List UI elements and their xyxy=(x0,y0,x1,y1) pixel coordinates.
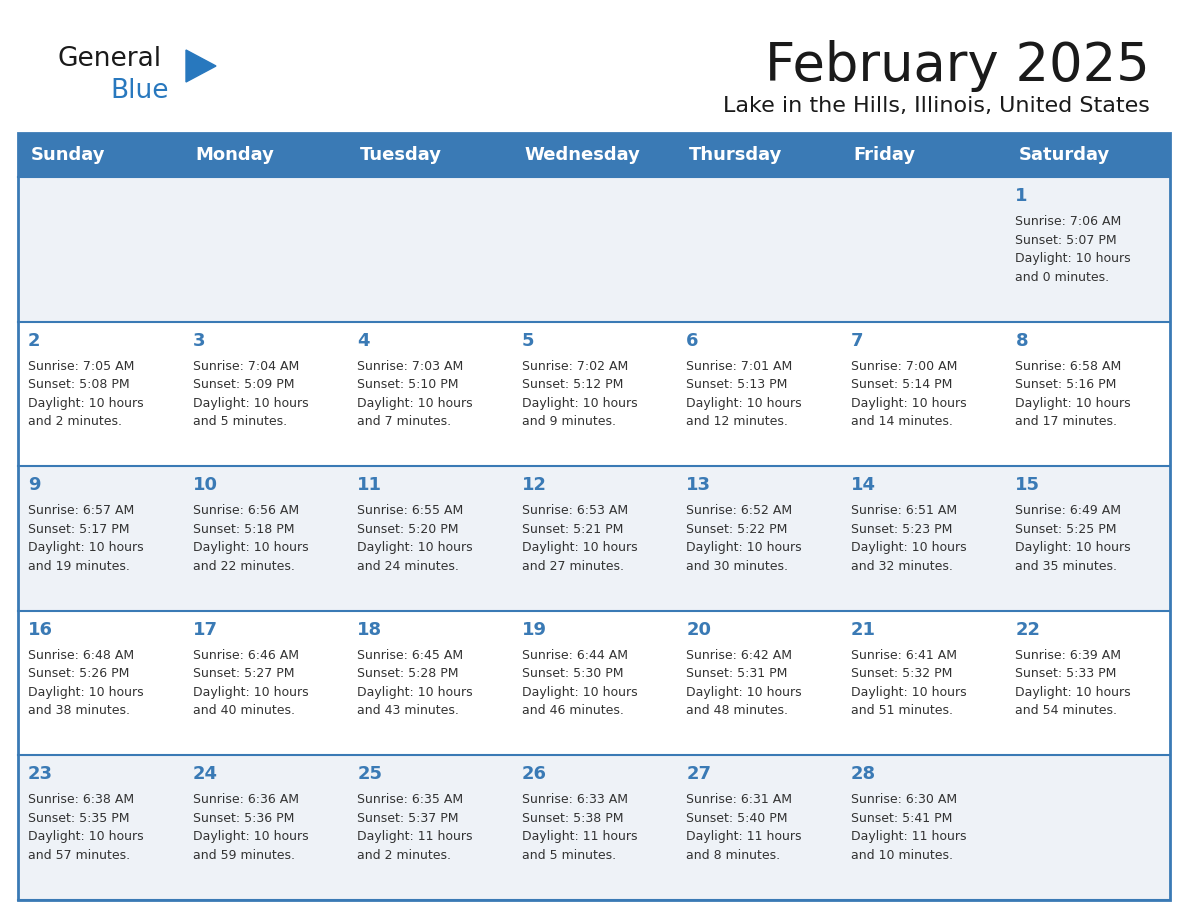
Polygon shape xyxy=(187,50,216,82)
Text: 2: 2 xyxy=(29,331,40,350)
Text: Sunrise: 6:38 AM
Sunset: 5:35 PM
Daylight: 10 hours
and 57 minutes.: Sunrise: 6:38 AM Sunset: 5:35 PM Dayligh… xyxy=(29,793,144,862)
Text: 18: 18 xyxy=(358,621,383,639)
Text: Lake in the Hills, Illinois, United States: Lake in the Hills, Illinois, United Stat… xyxy=(723,96,1150,116)
Bar xyxy=(18,756,1170,900)
Text: Sunrise: 6:44 AM
Sunset: 5:30 PM
Daylight: 10 hours
and 46 minutes.: Sunrise: 6:44 AM Sunset: 5:30 PM Dayligh… xyxy=(522,649,637,717)
Text: Sunrise: 6:46 AM
Sunset: 5:27 PM
Daylight: 10 hours
and 40 minutes.: Sunrise: 6:46 AM Sunset: 5:27 PM Dayligh… xyxy=(192,649,308,717)
Text: Sunrise: 6:56 AM
Sunset: 5:18 PM
Daylight: 10 hours
and 22 minutes.: Sunrise: 6:56 AM Sunset: 5:18 PM Dayligh… xyxy=(192,504,308,573)
Text: Sunrise: 6:53 AM
Sunset: 5:21 PM
Daylight: 10 hours
and 27 minutes.: Sunrise: 6:53 AM Sunset: 5:21 PM Dayligh… xyxy=(522,504,637,573)
Text: 13: 13 xyxy=(687,476,712,494)
Text: Sunrise: 6:33 AM
Sunset: 5:38 PM
Daylight: 11 hours
and 5 minutes.: Sunrise: 6:33 AM Sunset: 5:38 PM Dayligh… xyxy=(522,793,637,862)
Text: 23: 23 xyxy=(29,766,53,783)
Text: Sunrise: 7:01 AM
Sunset: 5:13 PM
Daylight: 10 hours
and 12 minutes.: Sunrise: 7:01 AM Sunset: 5:13 PM Dayligh… xyxy=(687,360,802,428)
Text: 27: 27 xyxy=(687,766,712,783)
Bar xyxy=(18,133,1170,900)
Text: Sunrise: 7:02 AM
Sunset: 5:12 PM
Daylight: 10 hours
and 9 minutes.: Sunrise: 7:02 AM Sunset: 5:12 PM Dayligh… xyxy=(522,360,637,428)
Text: Sunrise: 6:31 AM
Sunset: 5:40 PM
Daylight: 11 hours
and 8 minutes.: Sunrise: 6:31 AM Sunset: 5:40 PM Dayligh… xyxy=(687,793,802,862)
Text: 9: 9 xyxy=(29,476,40,494)
Text: 22: 22 xyxy=(1016,621,1041,639)
Text: General: General xyxy=(58,46,162,72)
Text: 1: 1 xyxy=(1016,187,1028,205)
Text: Wednesday: Wednesday xyxy=(525,146,640,164)
Text: Sunrise: 6:35 AM
Sunset: 5:37 PM
Daylight: 11 hours
and 2 minutes.: Sunrise: 6:35 AM Sunset: 5:37 PM Dayligh… xyxy=(358,793,473,862)
Text: Monday: Monday xyxy=(196,146,274,164)
Text: Thursday: Thursday xyxy=(689,146,783,164)
Text: Sunday: Sunday xyxy=(31,146,106,164)
Text: Sunrise: 6:30 AM
Sunset: 5:41 PM
Daylight: 11 hours
and 10 minutes.: Sunrise: 6:30 AM Sunset: 5:41 PM Dayligh… xyxy=(851,793,966,862)
Text: Sunrise: 6:58 AM
Sunset: 5:16 PM
Daylight: 10 hours
and 17 minutes.: Sunrise: 6:58 AM Sunset: 5:16 PM Dayligh… xyxy=(1016,360,1131,428)
Text: 28: 28 xyxy=(851,766,876,783)
Text: 20: 20 xyxy=(687,621,712,639)
Text: Sunrise: 6:39 AM
Sunset: 5:33 PM
Daylight: 10 hours
and 54 minutes.: Sunrise: 6:39 AM Sunset: 5:33 PM Dayligh… xyxy=(1016,649,1131,717)
Text: Sunrise: 6:48 AM
Sunset: 5:26 PM
Daylight: 10 hours
and 38 minutes.: Sunrise: 6:48 AM Sunset: 5:26 PM Dayligh… xyxy=(29,649,144,717)
Text: Sunrise: 6:45 AM
Sunset: 5:28 PM
Daylight: 10 hours
and 43 minutes.: Sunrise: 6:45 AM Sunset: 5:28 PM Dayligh… xyxy=(358,649,473,717)
Bar xyxy=(18,133,1170,177)
Text: 6: 6 xyxy=(687,331,699,350)
Text: 26: 26 xyxy=(522,766,546,783)
Text: Sunrise: 7:04 AM
Sunset: 5:09 PM
Daylight: 10 hours
and 5 minutes.: Sunrise: 7:04 AM Sunset: 5:09 PM Dayligh… xyxy=(192,360,308,428)
Text: Blue: Blue xyxy=(110,78,169,104)
Text: 17: 17 xyxy=(192,621,217,639)
Text: 4: 4 xyxy=(358,331,369,350)
Text: 19: 19 xyxy=(522,621,546,639)
Text: Sunrise: 6:57 AM
Sunset: 5:17 PM
Daylight: 10 hours
and 19 minutes.: Sunrise: 6:57 AM Sunset: 5:17 PM Dayligh… xyxy=(29,504,144,573)
Text: Sunrise: 6:49 AM
Sunset: 5:25 PM
Daylight: 10 hours
and 35 minutes.: Sunrise: 6:49 AM Sunset: 5:25 PM Dayligh… xyxy=(1016,504,1131,573)
Text: Tuesday: Tuesday xyxy=(360,146,442,164)
Text: Sunrise: 7:03 AM
Sunset: 5:10 PM
Daylight: 10 hours
and 7 minutes.: Sunrise: 7:03 AM Sunset: 5:10 PM Dayligh… xyxy=(358,360,473,428)
Text: 21: 21 xyxy=(851,621,876,639)
Text: 11: 11 xyxy=(358,476,383,494)
Text: 8: 8 xyxy=(1016,331,1028,350)
Text: February 2025: February 2025 xyxy=(765,40,1150,92)
Text: 25: 25 xyxy=(358,766,383,783)
Bar xyxy=(18,466,1170,610)
Text: Sunrise: 7:05 AM
Sunset: 5:08 PM
Daylight: 10 hours
and 2 minutes.: Sunrise: 7:05 AM Sunset: 5:08 PM Dayligh… xyxy=(29,360,144,428)
Text: Sunrise: 6:41 AM
Sunset: 5:32 PM
Daylight: 10 hours
and 51 minutes.: Sunrise: 6:41 AM Sunset: 5:32 PM Dayligh… xyxy=(851,649,967,717)
Text: Sunrise: 7:06 AM
Sunset: 5:07 PM
Daylight: 10 hours
and 0 minutes.: Sunrise: 7:06 AM Sunset: 5:07 PM Dayligh… xyxy=(1016,215,1131,284)
Text: Sunrise: 6:42 AM
Sunset: 5:31 PM
Daylight: 10 hours
and 48 minutes.: Sunrise: 6:42 AM Sunset: 5:31 PM Dayligh… xyxy=(687,649,802,717)
Text: Sunrise: 6:36 AM
Sunset: 5:36 PM
Daylight: 10 hours
and 59 minutes.: Sunrise: 6:36 AM Sunset: 5:36 PM Dayligh… xyxy=(192,793,308,862)
Text: 10: 10 xyxy=(192,476,217,494)
Text: 5: 5 xyxy=(522,331,535,350)
Text: Sunrise: 6:52 AM
Sunset: 5:22 PM
Daylight: 10 hours
and 30 minutes.: Sunrise: 6:52 AM Sunset: 5:22 PM Dayligh… xyxy=(687,504,802,573)
Text: Sunrise: 6:51 AM
Sunset: 5:23 PM
Daylight: 10 hours
and 32 minutes.: Sunrise: 6:51 AM Sunset: 5:23 PM Dayligh… xyxy=(851,504,967,573)
Text: 3: 3 xyxy=(192,331,206,350)
Text: 14: 14 xyxy=(851,476,876,494)
Bar xyxy=(18,610,1170,756)
Text: 24: 24 xyxy=(192,766,217,783)
Text: 15: 15 xyxy=(1016,476,1041,494)
Bar xyxy=(18,321,1170,466)
Text: 16: 16 xyxy=(29,621,53,639)
Text: Sunrise: 6:55 AM
Sunset: 5:20 PM
Daylight: 10 hours
and 24 minutes.: Sunrise: 6:55 AM Sunset: 5:20 PM Dayligh… xyxy=(358,504,473,573)
Text: Friday: Friday xyxy=(854,146,916,164)
Text: Saturday: Saturday xyxy=(1018,146,1110,164)
Text: 7: 7 xyxy=(851,331,864,350)
Text: Sunrise: 7:00 AM
Sunset: 5:14 PM
Daylight: 10 hours
and 14 minutes.: Sunrise: 7:00 AM Sunset: 5:14 PM Dayligh… xyxy=(851,360,967,428)
Bar xyxy=(18,177,1170,321)
Text: 12: 12 xyxy=(522,476,546,494)
